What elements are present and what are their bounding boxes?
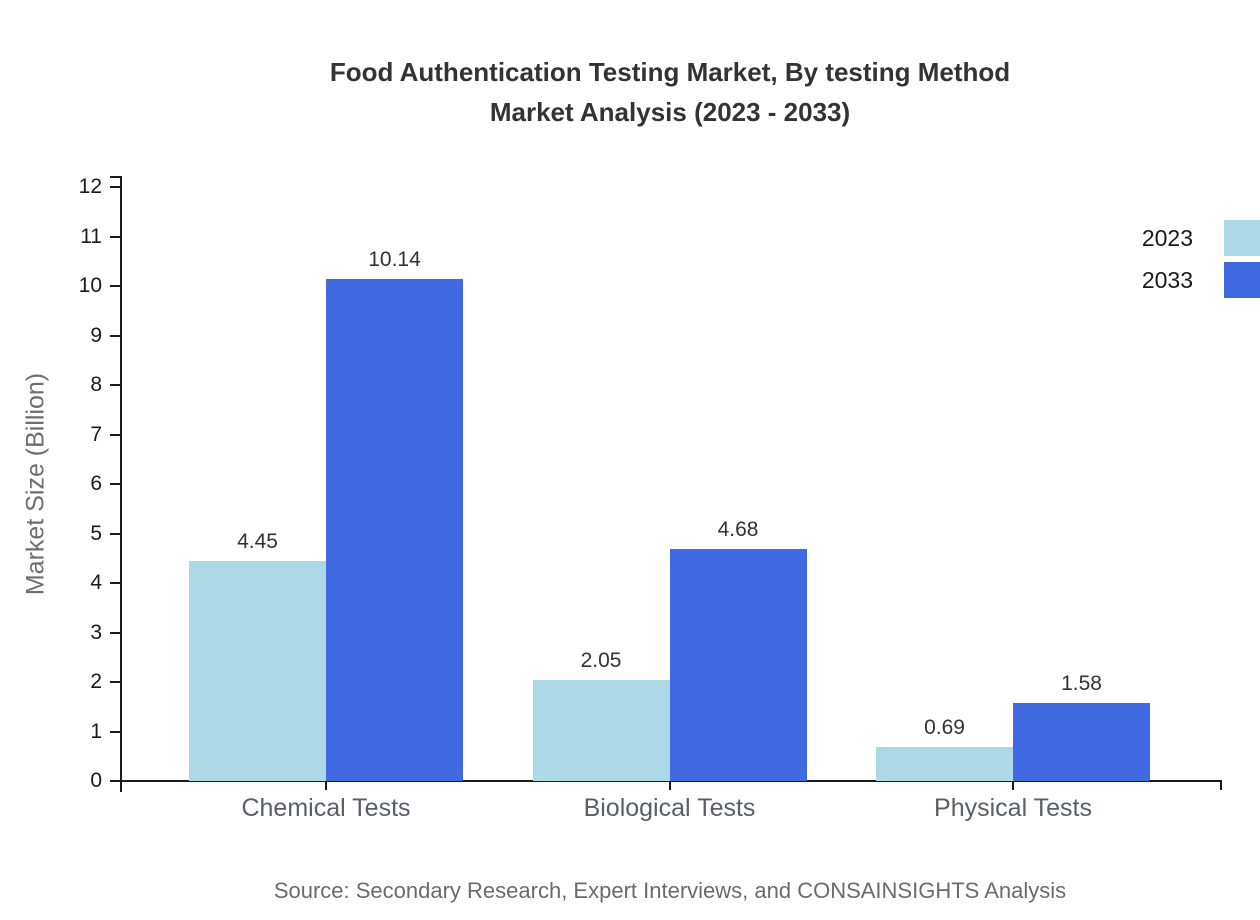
x-tick — [325, 781, 327, 790]
y-tick-label: 4 — [90, 571, 102, 594]
y-tick — [110, 433, 122, 436]
legend-swatch-2033-icon — [1224, 262, 1260, 298]
bar-2033-physical-tests — [1013, 702, 1150, 781]
legend-label-2023: 2023 — [1141, 224, 1193, 251]
category-label: Chemical Tests — [241, 794, 411, 822]
bar-value-label: 10.14 — [368, 248, 421, 272]
y-tick-label: 9 — [90, 323, 102, 347]
chart-title-line1: Food Authentication Testing Market, By t… — [329, 57, 1011, 87]
bar-value-label: 0.69 — [924, 715, 965, 739]
y-tick — [110, 334, 122, 337]
y-tick-label: 0 — [90, 769, 102, 792]
y-tick-label: 8 — [90, 373, 102, 396]
y-tick — [110, 483, 122, 485]
y-tick-label: 7 — [90, 422, 102, 446]
bar-value-label: 2.05 — [580, 648, 622, 672]
bar-2033-chemical-tests — [326, 279, 463, 781]
y-tick-label: 5 — [90, 521, 102, 545]
y-tick-label: 1 — [90, 719, 102, 743]
y-tick — [110, 235, 122, 238]
y-tick — [110, 186, 122, 188]
category-label: Biological Tests — [583, 794, 756, 822]
y-tick — [110, 285, 122, 287]
x-axis-line — [120, 780, 1222, 782]
bar-2023-biological-tests — [532, 679, 670, 781]
category-label: Physical Tests — [934, 794, 1092, 822]
legend: 2023 2033 — [1142, 220, 1260, 298]
y-tick — [110, 681, 122, 683]
bar-2023-chemical-tests — [189, 560, 326, 781]
legend-label-2033: 2033 — [1141, 266, 1193, 293]
y-axis-top-cap-tick — [110, 176, 122, 178]
legend-row-2033: 2033 — [1142, 262, 1260, 298]
chart-title: Food Authentication Testing Market, By t… — [80, 52, 1260, 132]
y-tick-label: 6 — [90, 472, 102, 495]
legend-swatch-2023-icon — [1224, 220, 1260, 256]
y-axis-title: Market Size (Billion) — [21, 372, 50, 596]
y-tick — [110, 384, 122, 386]
bar-value-label: 1.58 — [1061, 671, 1102, 695]
y-tick — [110, 532, 122, 535]
legend-row-2023: 2023 — [1142, 220, 1260, 256]
y-tick-label: 10 — [78, 274, 102, 297]
source-note: Source: Secondary Research, Expert Inter… — [273, 878, 1067, 903]
x-axis-end-tick — [1220, 781, 1222, 790]
y-tick — [110, 582, 122, 584]
bar-value-label: 4.68 — [717, 518, 759, 542]
bar-2033-biological-tests — [669, 549, 807, 781]
x-tick — [1012, 781, 1014, 790]
y-tick — [110, 780, 122, 782]
x-tick — [668, 781, 671, 790]
y-tick-label: 3 — [90, 620, 102, 644]
bar-2023-physical-tests — [876, 746, 1013, 781]
bar-value-label: 4.45 — [237, 529, 278, 553]
y-tick — [110, 631, 122, 634]
y-tick-label: 11 — [80, 224, 102, 248]
y-tick — [110, 730, 122, 733]
chart-title-line2: Market Analysis (2023 - 2033) — [489, 97, 851, 127]
y-tick-label: 2 — [90, 670, 102, 693]
y-tick-label: 12 — [78, 175, 102, 198]
